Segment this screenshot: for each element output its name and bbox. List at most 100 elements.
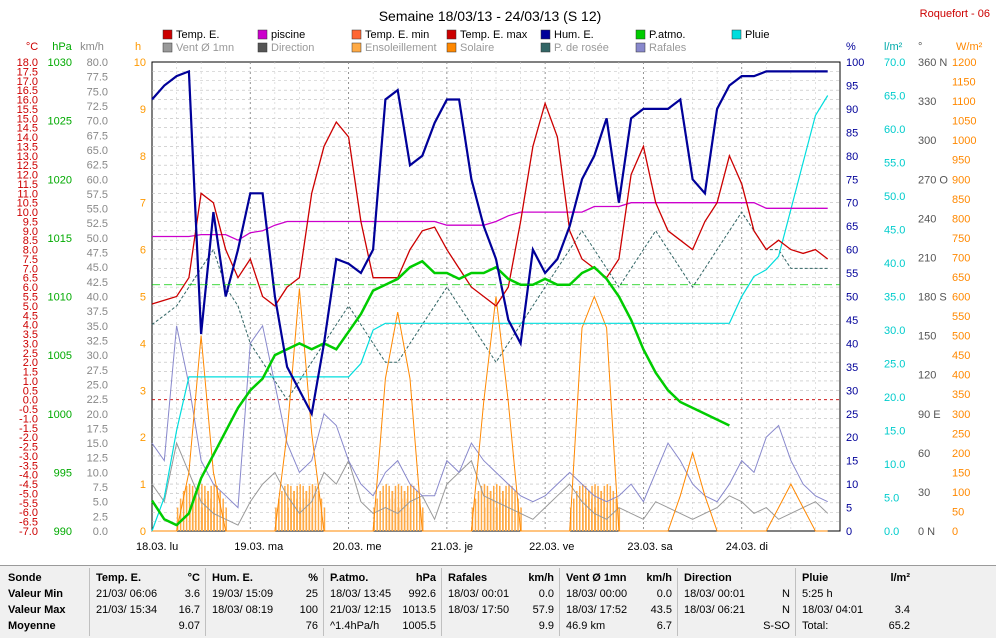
- sunshine-bar: [299, 507, 302, 531]
- hours-tick: 3: [140, 385, 146, 397]
- sunshine-bar: [216, 485, 218, 531]
- humidity-tick: 35: [846, 362, 858, 374]
- wind-tick: 47.5: [87, 248, 108, 260]
- stats-row: 18/03/ 00:01 0.0: [444, 586, 558, 602]
- stats-when: 18/03/ 08:19: [212, 604, 274, 616]
- stats-separator: [559, 568, 560, 636]
- axis-unit: %: [846, 41, 856, 53]
- stats-value: 43.5: [650, 604, 672, 616]
- wind-tick: 17.5: [87, 423, 108, 435]
- solar-tick: 750: [952, 233, 970, 245]
- sunshine-bar: [210, 485, 212, 531]
- solar-tick: 150: [952, 467, 970, 479]
- legend-swatch: [162, 42, 173, 53]
- station-name: Roquefort - 06: [920, 8, 990, 20]
- stats-header-unit: °C: [187, 572, 200, 584]
- hours-tick: 2: [140, 432, 146, 444]
- legend-swatch: [635, 42, 646, 53]
- x-tick: 23.03. sa: [627, 541, 673, 553]
- stats-row-label: Valeur Max: [8, 604, 66, 616]
- sunshine-bar: [176, 507, 179, 531]
- sunshine-bar: [302, 498, 305, 531]
- temp-tick: 6.5: [23, 273, 38, 285]
- stats-header-label: Sonde: [8, 572, 42, 584]
- stats-when: 5:25 h: [802, 588, 833, 600]
- stats-row: 18/03/ 00:01 N: [680, 586, 794, 602]
- sunshine-bar: [413, 485, 415, 531]
- rain-tick: 0.0: [884, 526, 899, 538]
- wind-tick: 75.0: [87, 86, 108, 98]
- stats-value: S-SO: [763, 620, 790, 632]
- series-line-p-atmo-: [150, 259, 730, 527]
- hours-tick: 1: [140, 479, 146, 491]
- sunshine-bar: [198, 485, 200, 531]
- temp-tick: 16.5: [17, 85, 38, 97]
- solar-tick: 200: [952, 448, 970, 460]
- sunshine-bar: [182, 490, 185, 531]
- direction-tick: 270 O: [918, 174, 948, 186]
- sunshine-bar: [502, 490, 504, 531]
- temp-tick: 9.0: [23, 226, 38, 238]
- solar-tick: 300: [952, 409, 970, 421]
- stats-value: 3.6: [184, 588, 200, 600]
- series-line-solaire: [152, 288, 828, 532]
- axis-unit: W/m²: [956, 41, 983, 53]
- direction-tick: 30: [918, 487, 930, 499]
- sunshine-bar: [219, 490, 221, 531]
- pressure-tick: 1030: [48, 57, 72, 69]
- chart-title: Semaine 18/03/13 - 24/03/13 (S 12): [379, 8, 602, 24]
- sunshine-bar: [410, 484, 412, 531]
- temp-tick: -0.5: [19, 404, 38, 416]
- solar-tick: 50: [952, 506, 964, 518]
- stats-row: 21/03/ 15:34 16.7: [92, 602, 204, 618]
- temp-tick: 1.5: [23, 367, 38, 379]
- sunshine-bar: [603, 485, 606, 531]
- sunshine-bar: [311, 484, 314, 531]
- solar-tick: 250: [952, 428, 970, 440]
- rain-tick: 5.0: [884, 493, 899, 505]
- temp-tick: 2.0: [23, 357, 38, 369]
- stats-column: Direction 18/03/ 00:01 N 18/03/ 06:21 N S-SO: [680, 570, 794, 636]
- solar-tick: 600: [952, 292, 970, 304]
- hours-tick: 5: [140, 292, 146, 304]
- stats-row: ^1.4hPa/h 1005.5: [326, 618, 440, 634]
- direction-tick: 240: [918, 213, 936, 225]
- sunshine-bar: [474, 498, 477, 531]
- stats-row: Valeur Min: [4, 586, 88, 602]
- stats-row: 18/03/ 17:50 57.9: [444, 602, 558, 618]
- series-line-rafales: [151, 324, 828, 509]
- axis-unit: °C: [26, 41, 38, 53]
- hours-tick: 7: [140, 198, 146, 210]
- legend-label: Hum. E.: [554, 29, 594, 41]
- temp-tick: 13.0: [17, 151, 38, 163]
- temp-tick: 14.0: [17, 132, 38, 144]
- stats-header-label: Rafales: [448, 572, 488, 584]
- stats-header-label: P.atmo.: [330, 572, 369, 584]
- humidity-tick: 70: [846, 198, 858, 210]
- wind-tick: 0.0: [93, 526, 108, 538]
- sunshine-bar: [213, 484, 215, 531]
- temp-tick: 1.0: [23, 376, 38, 388]
- sunshine-bar: [499, 498, 501, 531]
- sunshine-bar: [416, 490, 418, 531]
- direction-tick: 90 E: [918, 409, 941, 421]
- solar-tick: 400: [952, 370, 970, 382]
- stats-header: Vent Ø 1mn km/h: [562, 570, 676, 586]
- temp-tick: -2.0: [19, 432, 38, 444]
- weather-chart: Semaine 18/03/13 - 24/03/13 (S 12) Roque…: [17, 8, 990, 553]
- humidity-tick: 100: [846, 57, 864, 69]
- wind-tick: 7.5: [93, 482, 108, 494]
- direction-tick: 300: [918, 135, 936, 147]
- rain-tick: 65.0: [884, 91, 905, 103]
- sunshine-bar: [487, 498, 489, 531]
- solar-tick: 0: [952, 526, 958, 538]
- direction-tick: 210: [918, 252, 936, 264]
- humidity-tick: 5: [846, 503, 852, 515]
- humidity-tick: 30: [846, 385, 858, 397]
- legend-label: Temp. E.: [176, 29, 219, 41]
- solar-tick: 650: [952, 272, 970, 284]
- solar-tick: 850: [952, 194, 970, 206]
- stats-row: 5:25 h: [798, 586, 914, 602]
- stats-separator: [677, 568, 678, 636]
- stats-row: Total: 65.2: [798, 618, 914, 634]
